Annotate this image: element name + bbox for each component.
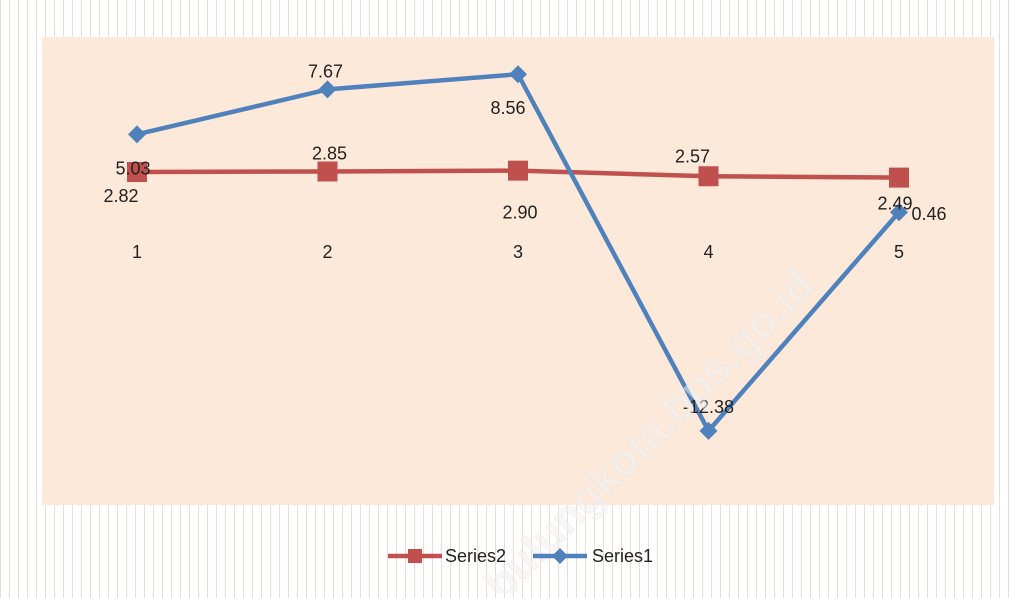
series2-data-label-5: 2.49 bbox=[877, 194, 912, 214]
series1-data-label-3: 8.56 bbox=[490, 98, 525, 118]
series2-point-2 bbox=[317, 161, 338, 182]
legend-series1-marker bbox=[552, 548, 568, 564]
series2-point-5 bbox=[889, 167, 909, 188]
series1-data-label-5: 0.46 bbox=[911, 204, 946, 224]
series1-data-label-4: -12.38 bbox=[683, 397, 734, 417]
series1-data-label-2: 7.67 bbox=[308, 61, 343, 81]
series2-data-label-2: 2.85 bbox=[312, 143, 347, 163]
x-tick-label-1: 1 bbox=[132, 242, 142, 262]
series1-point-4 bbox=[699, 421, 718, 440]
series1-data-label-1: 5.03 bbox=[115, 158, 150, 178]
series1-series bbox=[128, 65, 908, 440]
series2-data-label-3: 2.90 bbox=[502, 203, 537, 223]
series-layer bbox=[127, 65, 909, 440]
series2-data-label-4: 2.57 bbox=[675, 146, 710, 166]
series1-point-2 bbox=[318, 80, 337, 99]
plot-area bbox=[42, 37, 994, 505]
x-tick-label-3: 3 bbox=[513, 242, 523, 262]
series1-point-1 bbox=[128, 125, 146, 144]
legend-series2-label: Series2 bbox=[445, 546, 506, 566]
series1-point-5 bbox=[890, 203, 908, 222]
series2-point-1 bbox=[127, 162, 147, 182]
series2-point-4 bbox=[698, 166, 719, 187]
legend: Series2 Series1 bbox=[388, 546, 653, 566]
series1-point-3 bbox=[509, 65, 527, 84]
x-tick-label-2: 2 bbox=[322, 242, 332, 262]
legend-series1-label: Series1 bbox=[592, 546, 653, 566]
category-labels: 1 2 3 4 5 bbox=[132, 242, 904, 262]
data-labels: 2.82 2.85 2.90 2.57 2.49 5.03 7.67 8.56 -12.38 0.… bbox=[103, 61, 946, 416]
series2-series bbox=[127, 160, 909, 188]
series2-data-label-1: 2.82 bbox=[103, 186, 138, 206]
x-tick-label-4: 4 bbox=[703, 242, 713, 262]
legend-series2-marker bbox=[408, 549, 422, 563]
x-tick-label-5: 5 bbox=[894, 242, 904, 262]
series2-point-3 bbox=[508, 160, 528, 181]
